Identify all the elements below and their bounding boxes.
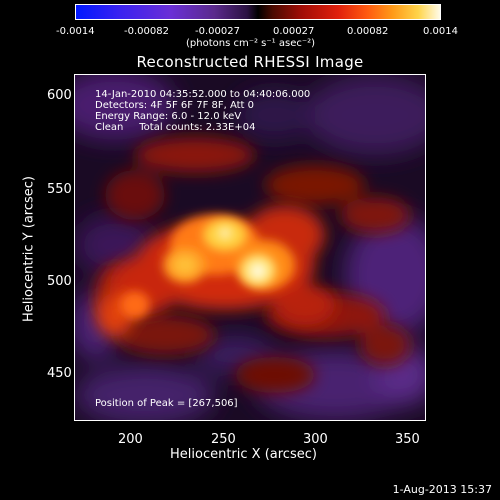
colorbar-tick: -0.00082 [124, 26, 169, 37]
image-plot: 14-Jan-2010 04:35:52.000 to 04:40:06.000… [74, 74, 426, 421]
colorbar-tick: 0.0014 [423, 26, 458, 37]
x-tick-label: 300 [303, 432, 328, 447]
colorbar-units: (photons cm⁻² s⁻¹ asec⁻²) [186, 38, 316, 49]
y-tick-label: 600 [47, 88, 72, 103]
plot-title: Reconstructed RHESSI Image [136, 53, 364, 71]
y-tick-label: 550 [47, 182, 72, 197]
info-clean-counts: Clean Total counts: 2.33E+04 [95, 122, 256, 133]
footer-date: 1-Aug-2013 15:37 [392, 483, 492, 496]
x-tick-label: 250 [211, 432, 236, 447]
info-time-range: 14-Jan-2010 04:35:52.000 to 04:40:06.000 [95, 89, 311, 100]
y-tick-label: 450 [47, 366, 72, 381]
x-tick-label: 200 [118, 432, 143, 447]
colorbar-tick: 0.00027 [273, 26, 315, 37]
y-tick-label: 500 [47, 274, 72, 289]
x-axis-label: Heliocentric X (arcsec) [170, 447, 317, 462]
info-detectors: Detectors: 4F 5F 6F 7F 8F, Att 0 [95, 100, 255, 111]
y-axis-label: Heliocentric Y (arcsec) [21, 176, 37, 322]
heatmap-image [75, 75, 425, 420]
colorbar-tick: 0.00082 [347, 26, 389, 37]
x-tick-label: 350 [395, 432, 420, 447]
info-peak-position: Position of Peak = [267,506] [95, 398, 238, 409]
colorbar [75, 4, 441, 20]
colorbar-tick: -0.0014 [56, 26, 95, 37]
colorbar-tick: -0.00027 [195, 26, 240, 37]
info-energy-range: Energy Range: 6.0 - 12.0 keV [95, 111, 242, 122]
